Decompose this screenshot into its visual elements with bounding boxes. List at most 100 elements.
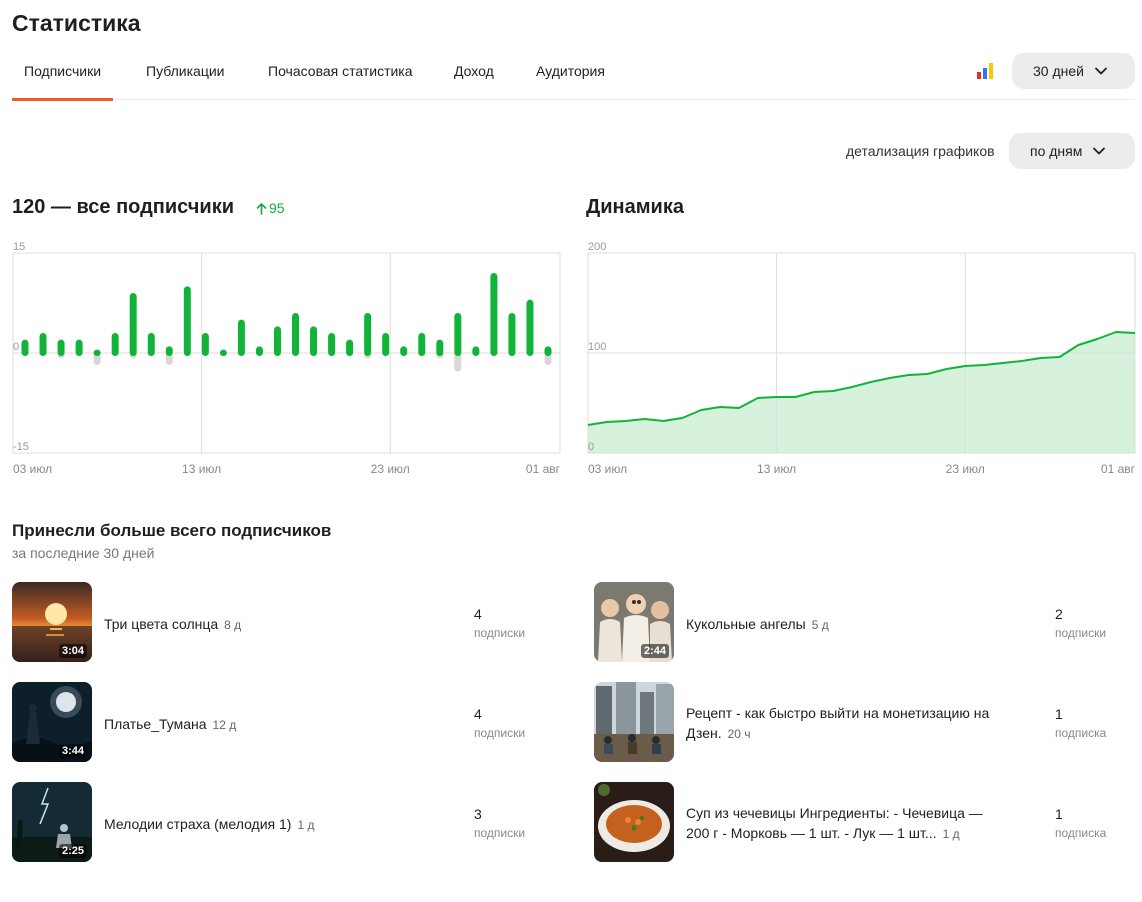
subscribe-bar [400, 346, 408, 356]
x-tick-label: 13 июл [757, 462, 796, 476]
subscribe-bar [544, 346, 552, 356]
tab-publications[interactable]: Публикации [146, 63, 225, 79]
x-tick-label: 03 июл [13, 462, 52, 476]
chevron-down-icon [1093, 147, 1106, 155]
subscribe-bar [364, 313, 372, 356]
subscribe-bar [93, 349, 101, 356]
subscriptions-count: 4 [474, 706, 482, 722]
tab-income[interactable]: Доход [454, 63, 494, 79]
publication-age: 20 ч [727, 727, 751, 741]
publication-title[interactable]: Три цвета солнца 8 д [104, 616, 242, 632]
subscribe-bar [273, 326, 281, 356]
x-tick-label: 03 июл [588, 462, 627, 476]
x-tick-label: 23 июл [371, 462, 410, 476]
publication-title[interactable]: Суп из чечевицы Ингредиенты: - Чечевица … [686, 805, 983, 841]
video-thumbnail[interactable]: 3:44 [12, 682, 92, 762]
publication-item[interactable]: Рецепт - как быстро выйти на монетизацию… [594, 682, 1134, 762]
subscribe-bar [292, 313, 300, 356]
subscribe-bar [147, 333, 155, 356]
subscriptions-label: подписка [1055, 726, 1107, 740]
subscriptions-label: подписки [474, 726, 526, 740]
subscriptions-count: 4 [474, 606, 482, 622]
x-tick-label: 01 авг [1101, 462, 1136, 476]
publication-age: 8 д [224, 618, 242, 632]
y-tick-label: 0 [588, 441, 594, 453]
subscribe-bar [472, 346, 480, 356]
publication-age: 1 д [942, 827, 960, 841]
dynamics-area-chart: 03 июл 13 июл 23 июл 01 авг 200 100 0 [587, 241, 1136, 476]
subscribe-bar [111, 333, 119, 356]
tab-hourly[interactable]: Почасовая статистика [268, 63, 413, 79]
subscribe-bar [508, 313, 516, 356]
page-title: Статистика [12, 10, 141, 36]
publication-title[interactable]: Платье_Тумана 12 д [104, 716, 237, 732]
publication-age: 5 д [811, 618, 829, 632]
city-thumbnail-image [594, 682, 674, 762]
y-tick-label: 200 [588, 241, 606, 253]
unsubscribe-bar [93, 353, 101, 365]
subscribe-bar [328, 333, 336, 356]
subscribers-bar-chart: 03 июл 13 июл 23 июл 01 авг 15 0 -15 [12, 241, 561, 476]
subscribe-bar [454, 313, 462, 356]
x-tick-label: 23 июл [946, 462, 985, 476]
unsubscribe-bar [165, 353, 173, 365]
subscriptions-count: 1 [1055, 706, 1063, 722]
period-select[interactable]: 30 дней [1012, 53, 1135, 89]
soup-thumbnail-image [594, 782, 674, 862]
article-thumbnail[interactable] [594, 682, 674, 762]
publication-item[interactable]: Суп из чечевицы Ингредиенты: - Чечевица … [594, 782, 1134, 862]
subscribe-bar [183, 286, 191, 356]
unsubscribe-bar [544, 353, 552, 365]
period-select-label: 30 дней [1033, 63, 1084, 79]
tab-subscribers[interactable]: Подписчики [12, 50, 114, 101]
subscribe-bar [418, 333, 426, 356]
detail-label: детализация графиков [846, 143, 995, 159]
subscriptions-count: 3 [474, 806, 482, 822]
x-tick-label: 13 июл [182, 462, 221, 476]
tabs-bar: Подписчики Публикации Почасовая статисти… [12, 50, 1135, 101]
subscriptions-count: 1 [1055, 806, 1063, 822]
dynamics-area [588, 332, 1135, 453]
unsubscribe-bar [454, 353, 462, 372]
subscriptions-label: подписки [1055, 626, 1107, 640]
dynamics-line [587, 331, 1136, 426]
subscribe-bar [57, 339, 65, 356]
article-thumbnail[interactable] [594, 782, 674, 862]
y-tick-label: 100 [588, 341, 606, 353]
video-thumbnail[interactable]: 2:25 [12, 782, 92, 862]
subscriptions-count: 2 [1055, 606, 1063, 622]
subscribe-bar [237, 319, 245, 356]
y-tick-label: -15 [13, 441, 29, 453]
video-thumbnail[interactable]: 3:04 [12, 582, 92, 662]
publication-age: 1 д [297, 818, 315, 832]
video-thumbnail[interactable]: 2:44 [594, 582, 674, 662]
publication-item[interactable]: 2:44 Кукольные ангелы 5 д 2 подписки [594, 582, 1134, 662]
arrow-up-icon [256, 202, 267, 215]
subscribe-bar [436, 339, 444, 356]
subscribe-bar [219, 349, 227, 356]
publication-item[interactable]: 2:25 Мелодии страха (мелодия 1) 1 д 3 под… [12, 782, 572, 862]
publication-title[interactable]: Рецепт - как быстро выйти на монетизацию… [686, 705, 990, 741]
subscribe-bar [75, 339, 83, 356]
subscribe-bar [310, 326, 318, 356]
subscribe-bar [201, 333, 209, 356]
publication-title[interactable]: Кукольные ангелы 5 д [686, 616, 829, 632]
detail-select-label: по дням [1030, 143, 1083, 159]
publication-item[interactable]: 3:04 Три цвета солнца 8 д 4 подписки [12, 582, 572, 662]
video-duration: 2:44 [640, 644, 669, 658]
top-section-subtitle: за последние 30 дней [12, 545, 155, 561]
video-duration: 2:25 [58, 844, 87, 858]
subscribe-bar [490, 273, 498, 356]
detail-select[interactable]: по дням [1009, 133, 1135, 169]
growth-value: 95 [269, 200, 285, 216]
subscribe-bar [165, 346, 173, 356]
subscriptions-label: подписка [1055, 826, 1107, 840]
subscriptions-label: подписки [474, 826, 526, 840]
subscribe-bar [21, 339, 29, 356]
tab-audience[interactable]: Аудитория [536, 63, 605, 79]
subscribe-bar [346, 339, 354, 356]
publication-title[interactable]: Мелодии страха (мелодия 1) 1 д [104, 816, 315, 832]
metrica-icon[interactable] [976, 62, 996, 80]
chevron-down-icon [1095, 67, 1107, 75]
publication-item[interactable]: 3:44 Платье_Тумана 12 д 4 подписки [12, 682, 572, 762]
